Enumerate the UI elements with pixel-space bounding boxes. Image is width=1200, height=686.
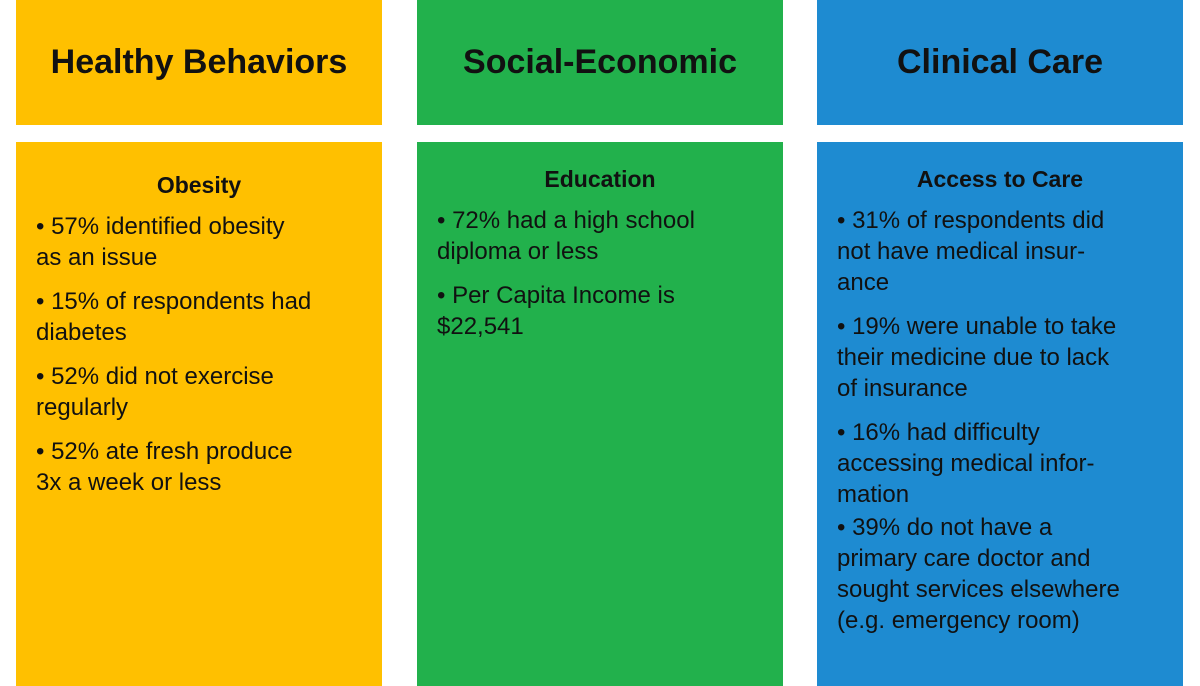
bullet-item: • 15% of respondents had diabetes xyxy=(36,288,312,346)
bullet-item: • 31% of respondents did not have medica… xyxy=(837,207,1105,296)
bullet-item: • 16% had difficulty accessing medical i… xyxy=(837,419,1095,508)
section-title: Obesity xyxy=(156,172,242,198)
column-body: Obesity • 57% identified obesity as an i… xyxy=(16,142,382,686)
bullet-item: • 52% did not exercise regularly xyxy=(36,363,274,421)
bullet-item: • 57% identified obesity as an issue xyxy=(36,213,285,271)
column-header: Social-Economic xyxy=(417,0,783,125)
column-header: Healthy Behaviors xyxy=(16,0,382,125)
bullet-item: • 19% were unable to take their medicine… xyxy=(837,313,1117,402)
bullet-item: • 52% ate fresh produce 3x a week or les… xyxy=(36,438,293,496)
column-body: Education • 72% had a high school diplom… xyxy=(417,142,783,686)
section-title: Education xyxy=(544,166,656,192)
bullet-item: • 39% do not have a primary care doctor … xyxy=(837,514,1120,634)
bullet-item: • 72% had a high school diploma or less xyxy=(437,207,695,265)
column-body: Access to Care • 31% of respondents did … xyxy=(817,142,1183,686)
bullet-item: • Per Capita Income is $22,541 xyxy=(437,282,675,340)
section-title: Access to Care xyxy=(916,166,1084,192)
column-header: Clinical Care xyxy=(817,0,1183,125)
